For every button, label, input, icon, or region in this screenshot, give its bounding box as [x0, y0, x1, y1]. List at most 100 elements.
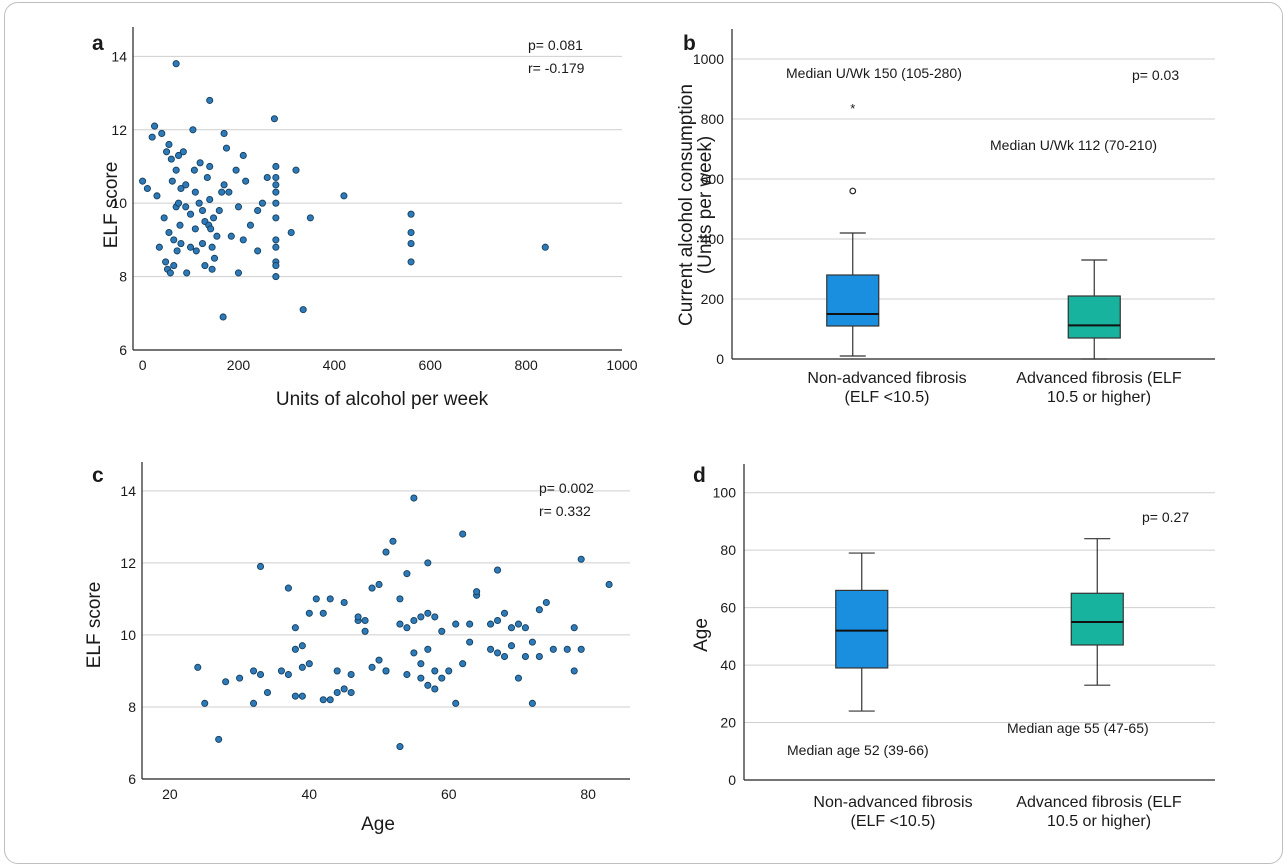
panel-a-data-point [189, 126, 197, 134]
panel-a-data-point [203, 173, 211, 182]
panel-c-data-point [361, 616, 369, 625]
panel-d-ytick-label: 60 [720, 600, 736, 616]
panel-c-xtick-label: 80 [580, 786, 596, 802]
panel-a-data-point [170, 236, 178, 244]
panel-c-data-point [194, 663, 202, 671]
panel-c-data-point [493, 649, 502, 657]
panel-a-data-point [166, 269, 174, 277]
panel-c-data-point [417, 660, 425, 668]
panel-a-data-point [407, 240, 415, 248]
panel-c-data-point [305, 660, 313, 668]
panel-a-data-point [186, 210, 195, 218]
panel-a-data-point [139, 177, 147, 185]
panel-c-data-point [542, 598, 550, 607]
panel-c-data-point [424, 681, 432, 689]
panel-a-data-point [208, 243, 216, 251]
panel-c-data-point [438, 627, 446, 635]
panel-a-ytick-label: 8 [119, 269, 127, 285]
panel-a-xtick-label: 200 [227, 357, 251, 373]
panel-c-label: c [92, 464, 104, 487]
panel-c-data-point [375, 580, 383, 589]
panel-a-data-point [167, 155, 175, 163]
panel-c-data-point [319, 696, 327, 704]
panel-c-data-point [487, 645, 495, 653]
panel-c-data-point [438, 674, 446, 682]
panel-c-data-point [389, 537, 397, 545]
panel-c-plot: 6 8 10 12 14 20 40 60 80 [120, 462, 630, 802]
panel-c-data-point [284, 670, 292, 679]
panel-c-ytick-label: 14 [120, 483, 136, 499]
panel-c-data-point [452, 620, 460, 628]
panel-c-data-point [333, 688, 341, 697]
panel-a-data-point [407, 210, 415, 218]
panel-d-cat1-line1: Non-advanced fibrosis [813, 794, 972, 811]
panel-c-data-point [410, 494, 418, 502]
panel-a-data-point [220, 129, 228, 137]
panel-c-data-point [319, 609, 327, 617]
panel-c-xtick-label: 20 [162, 786, 178, 802]
panel-a-data-point [215, 206, 223, 215]
panel-c-data-point [514, 620, 523, 628]
panel-c-data-point [249, 667, 258, 675]
panel-c-data-point [298, 692, 306, 700]
panel-a-data-point [158, 129, 166, 137]
panel-c-data-point [549, 645, 557, 653]
panel-c-data-point [445, 667, 453, 675]
panel-b-label: b [683, 32, 696, 55]
panel-a-data-point [242, 177, 250, 185]
panel-a-data-point [287, 228, 295, 237]
panel-a-data-point [182, 181, 190, 189]
panel-c-data-point [333, 667, 341, 675]
panel-c-data-point [222, 678, 230, 686]
panel-b-ylabel-line1: Current alcohol consumption [676, 84, 697, 326]
panel-a-ytick-label: 12 [111, 122, 127, 138]
panel-a-data-point [195, 199, 203, 207]
panel-a-data-point [239, 236, 247, 244]
panel-b-outlier [849, 187, 857, 195]
panel-d-p-value: p= 0.27 [1142, 509, 1189, 525]
panel-a-data-point [299, 306, 307, 314]
panel-c-r-value: r= 0.332 [539, 503, 591, 519]
panel-b-ytick-label: 400 [701, 231, 725, 247]
panel-c-data-point [605, 580, 613, 589]
panel-c-data-point [291, 645, 299, 653]
panel-c-data-point [500, 652, 509, 661]
panel-a-data-point [222, 144, 231, 152]
panel-a-data-point [177, 240, 185, 248]
panel-c-data-point [201, 699, 209, 707]
panel-d-median-1: Median age 52 (39-66) [787, 742, 929, 758]
panel-a-data-point [272, 173, 280, 182]
panel-a-data-point [155, 243, 163, 251]
panel-a-data-point [168, 177, 176, 185]
panel-b-cat1-line1: Non-advanced fibrosis [807, 370, 966, 387]
panel-d-median-2: Median age 55 (47-65) [1007, 720, 1149, 736]
panel-c-data-point [403, 670, 411, 679]
panel-a-data-point [225, 188, 233, 196]
panel-a-data-point [198, 240, 207, 248]
panel-a-data-point [254, 206, 262, 215]
panel-c-xtick-label: 60 [441, 786, 457, 802]
panel-c-data-point [298, 663, 306, 671]
panel-a-data-point [407, 258, 415, 266]
panel-b-p-value: p= 0.03 [1132, 67, 1179, 83]
panel-b-box [826, 274, 880, 327]
panel-c-data-point [521, 652, 529, 661]
panel-a-ytick-label: 14 [111, 48, 127, 64]
panel-c-data-point [312, 595, 320, 603]
panel-c-data-point [361, 627, 369, 635]
panel-a-data-point [270, 115, 278, 123]
panel-d-ytick-label: 100 [713, 485, 737, 501]
panel-c-data-point [535, 652, 543, 661]
panel-c-data-point [396, 743, 404, 751]
panel-c-data-point [326, 595, 334, 603]
panel-c-data-point [410, 649, 418, 657]
panel-a-data-point [192, 247, 200, 255]
panel-c-data-point [403, 570, 411, 578]
panel-c-data-point [528, 638, 536, 646]
panel-a-data-point [272, 199, 280, 207]
panel-c-data-point [340, 598, 348, 607]
panel-a-data-point [186, 243, 195, 251]
panel-a-data-point [172, 60, 180, 68]
panel-b-ytick-label: 0 [716, 351, 724, 367]
panel-a-data-point [272, 236, 280, 244]
